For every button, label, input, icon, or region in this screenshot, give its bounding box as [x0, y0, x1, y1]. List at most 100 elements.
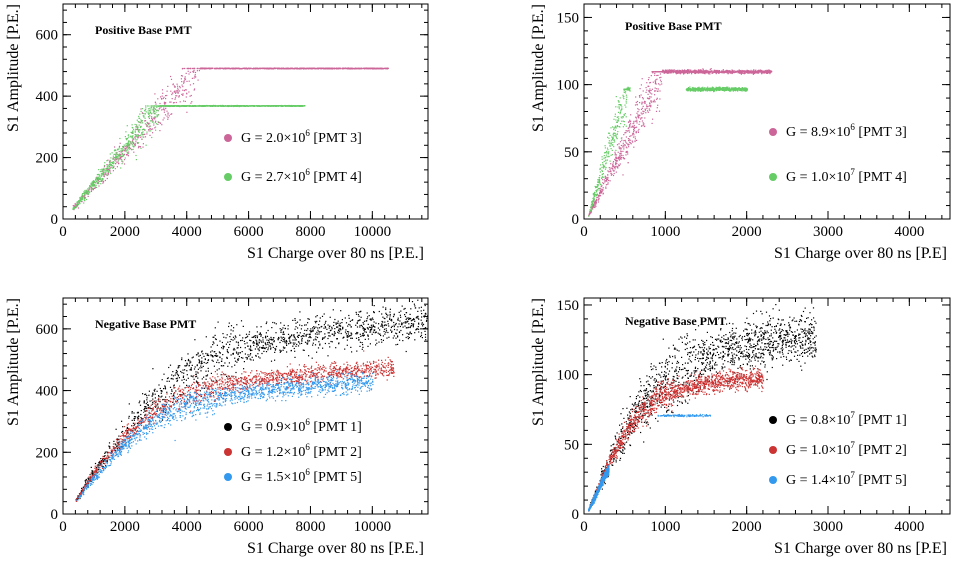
data-point [84, 194, 86, 197]
data-point [612, 162, 614, 164]
data-point [637, 116, 639, 118]
data-point [757, 72, 759, 74]
data-point [167, 85, 169, 87]
data-point [274, 105, 276, 107]
data-point [638, 117, 640, 119]
data-point [304, 105, 306, 107]
data-point [737, 72, 739, 74]
data-point [151, 118, 154, 120]
data-point [640, 112, 642, 114]
data-point [157, 115, 159, 117]
data-point [104, 162, 106, 164]
data-point [637, 111, 639, 113]
data-point [176, 105, 178, 107]
data-point [133, 146, 135, 148]
data-point [609, 160, 611, 162]
data-point [104, 170, 107, 172]
data-point [633, 126, 635, 128]
data-point [105, 174, 107, 176]
data-point [194, 88, 196, 90]
data-point [119, 142, 121, 144]
data-point [755, 69, 757, 71]
data-point [132, 145, 134, 147]
data-point [98, 185, 100, 187]
data-point [132, 127, 134, 129]
data-point [614, 115, 616, 117]
data-point [77, 203, 79, 205]
data-point [714, 70, 716, 72]
data-point [131, 126, 133, 129]
data-point [128, 142, 130, 144]
data-point [178, 95, 180, 97]
data-point [590, 210, 592, 212]
data-point [90, 186, 92, 188]
data-point [126, 149, 129, 151]
data-point [176, 83, 178, 85]
data-point [204, 68, 206, 70]
data-point [175, 91, 177, 93]
data-point [602, 189, 604, 191]
data-point [262, 105, 264, 107]
data-point [657, 74, 659, 76]
data-point [675, 72, 677, 74]
data-point [196, 105, 199, 107]
data-point [698, 90, 700, 92]
data-point [607, 149, 609, 151]
data-point [655, 90, 657, 92]
data-point [110, 161, 112, 163]
data-point [195, 76, 197, 78]
data-point [620, 158, 622, 160]
data-point [153, 107, 155, 109]
data-point [619, 163, 621, 165]
data-point [657, 90, 659, 92]
y-tick-label: 200 [36, 151, 59, 167]
data-point [635, 116, 637, 118]
data-point [296, 105, 298, 107]
data-point [184, 77, 186, 79]
data-point [157, 98, 159, 100]
data-point [73, 207, 75, 209]
data-point [596, 191, 598, 193]
data-point [145, 124, 147, 126]
data-point [196, 70, 198, 72]
data-point [726, 70, 728, 72]
data-point [225, 67, 227, 70]
data-point [734, 70, 736, 72]
data-point [642, 112, 644, 114]
data-point [615, 106, 617, 108]
data-point [739, 70, 742, 72]
data-point [309, 68, 312, 70]
data-point [655, 83, 657, 85]
data-point [614, 153, 616, 155]
data-point [654, 74, 656, 76]
data-point [157, 114, 159, 116]
x-tick-label: 2000 [110, 224, 140, 240]
data-point [284, 68, 286, 70]
data-point [152, 120, 154, 122]
data-point [625, 102, 627, 104]
data-point [654, 71, 657, 73]
data-point [647, 85, 649, 87]
data-point [740, 72, 742, 74]
data-point [620, 109, 622, 111]
data-point [590, 212, 592, 214]
data-point [743, 73, 745, 75]
data-point [637, 130, 639, 132]
data-point [184, 89, 186, 91]
data-point [133, 144, 135, 146]
data-point [604, 180, 606, 182]
data-point [125, 143, 127, 145]
data-point [618, 118, 620, 120]
data-point [159, 105, 161, 107]
data-point [87, 190, 89, 192]
data-point [633, 122, 635, 124]
data-point [109, 163, 112, 165]
data-point [149, 110, 151, 112]
data-point [672, 71, 674, 73]
data-point [138, 130, 140, 132]
data-point [610, 174, 612, 176]
data-point [687, 70, 689, 72]
data-point [87, 188, 89, 190]
data-point [589, 212, 591, 214]
data-point [217, 67, 219, 70]
